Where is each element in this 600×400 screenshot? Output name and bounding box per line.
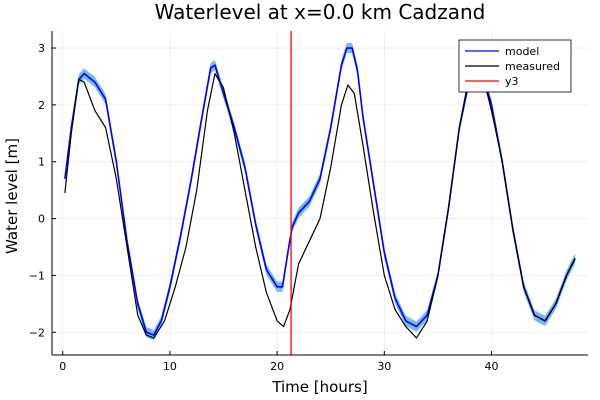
x-tick-label: 10 <box>163 360 177 373</box>
x-tick-label: 30 <box>377 360 391 373</box>
y-tick-label: −2 <box>29 326 45 339</box>
x-axis: 0 10 20 30 40 <box>52 351 588 373</box>
legend: model measured y3 <box>458 39 572 93</box>
y-axis: −2 −1 0 1 2 3 <box>29 31 56 355</box>
legend-label-measured: measured <box>505 60 560 73</box>
x-tick-label: 40 <box>485 360 499 373</box>
y-tick-label: 2 <box>38 99 45 112</box>
y-tick-label: −1 <box>29 269 45 282</box>
x-tick-label: 20 <box>270 360 284 373</box>
legend-label-model: model <box>505 45 539 58</box>
y-tick-label: 1 <box>38 156 45 169</box>
y-axis-title: Water level [m] <box>3 138 21 254</box>
chart-title: Waterlevel at x=0.0 km Cadzand <box>155 0 486 24</box>
grid <box>52 31 588 355</box>
y-tick-label: 0 <box>38 213 45 226</box>
y-tick-label: 3 <box>38 42 45 55</box>
legend-label-y3: y3 <box>505 75 519 88</box>
x-tick-label: 0 <box>59 360 66 373</box>
series-measured-line <box>64 64 576 339</box>
x-axis-title: Time [hours] <box>271 378 367 396</box>
